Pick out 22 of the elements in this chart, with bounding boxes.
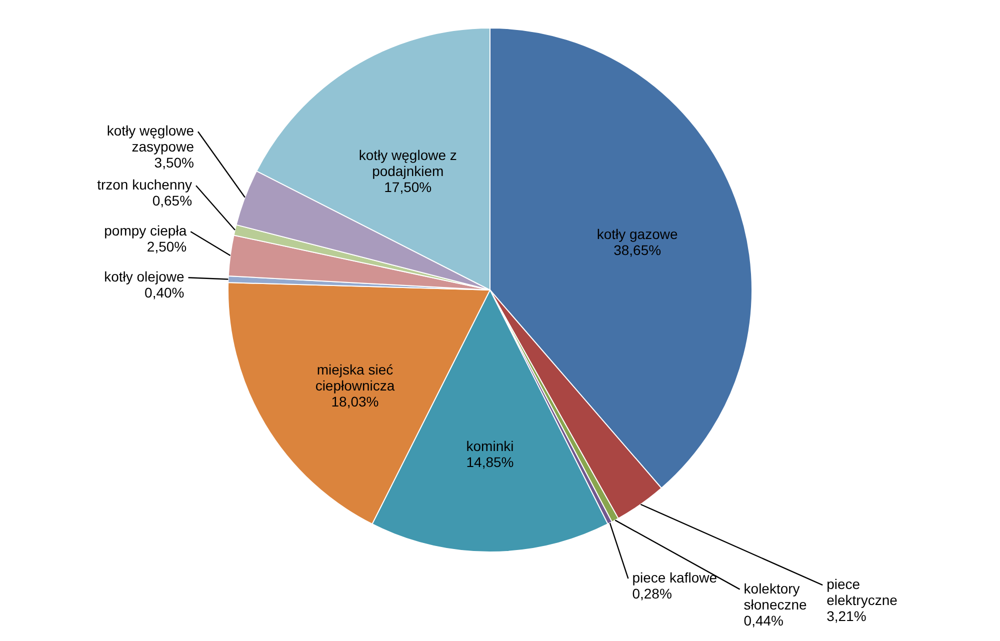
data-label: 0,28%: [632, 586, 672, 602]
data-label: 3,50%: [154, 154, 194, 171]
data-label: 18,03%: [331, 394, 379, 410]
slice-label: kolektory słoneczne: [744, 580, 808, 612]
slice-label: kotły gazowe: [596, 226, 678, 242]
slice-label: kotły węglowe z podajnkiem: [358, 146, 457, 179]
slice-label: kotły olejowe: [104, 268, 184, 285]
slice-label: miejska sieć ciepłownicza: [315, 362, 395, 394]
slice-label: kominki: [466, 438, 514, 454]
slice-label: trzon kuchenny: [97, 176, 192, 193]
data-label: 0,44%: [744, 612, 784, 628]
data-label: 0,40%: [144, 284, 184, 301]
data-label: 2,50%: [146, 238, 187, 255]
slice-label: pompy ciepła: [104, 222, 187, 239]
data-label: 3,21%: [826, 608, 866, 624]
data-label: 0,65%: [152, 192, 192, 209]
data-label: 14,85%: [466, 454, 514, 470]
slice-label: piece kaflowe: [632, 570, 718, 586]
slice-label: kotły węglowe zasypowe: [106, 122, 194, 155]
slice-label: piece elektryczne: [826, 576, 898, 608]
data-label: 17,50%: [384, 178, 432, 195]
data-label: 38,65%: [614, 242, 662, 258]
